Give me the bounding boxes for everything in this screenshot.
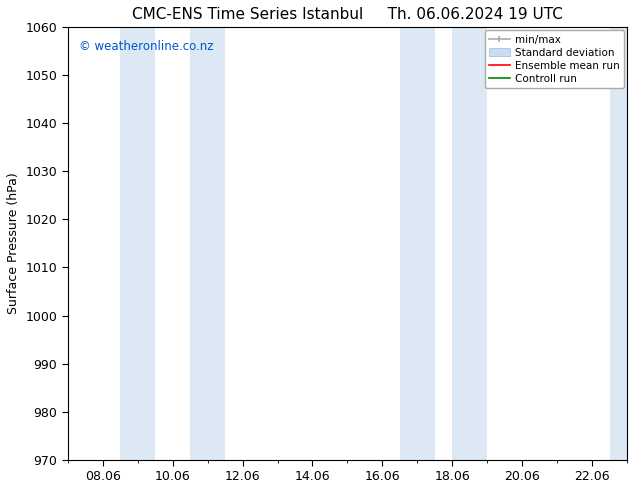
Bar [190,27,225,460]
Bar [120,27,155,460]
Text: © weatheronline.co.nz: © weatheronline.co.nz [79,40,214,53]
Y-axis label: Surface Pressure (hPa): Surface Pressure (hPa) [7,172,20,314]
Bar [452,27,488,460]
Bar [609,27,634,460]
Bar [400,27,435,460]
Legend: min/max, Standard deviation, Ensemble mean run, Controll run: min/max, Standard deviation, Ensemble me… [485,30,624,88]
Title: CMC-ENS Time Series Istanbul     Th. 06.06.2024 19 UTC: CMC-ENS Time Series Istanbul Th. 06.06.2… [132,7,563,22]
